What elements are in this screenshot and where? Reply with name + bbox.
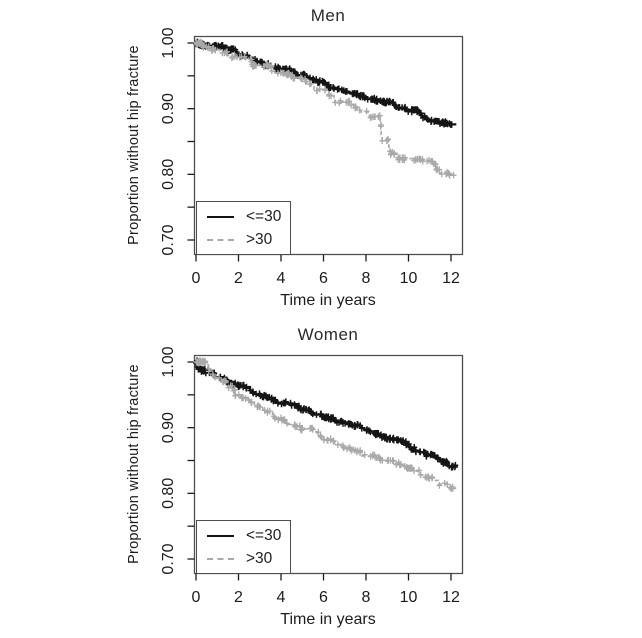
svg-text:2: 2: [234, 589, 243, 606]
y-axis-label-men: Proportion without hip fracture: [126, 45, 142, 245]
svg-text:1.00: 1.00: [160, 27, 177, 58]
legend-label-le30: <=30: [246, 207, 282, 225]
legend-entry-gt30: >30: [207, 550, 290, 568]
svg-text:6: 6: [319, 589, 328, 606]
legend-dashed-line-icon: [207, 238, 234, 241]
x-axis-label-men: Time in years: [280, 292, 376, 309]
men-survival-plot: 1.00 0.90 0.80 0.70 0 2 4 6 8 10 12: [160, 27, 464, 287]
svg-text:12: 12: [442, 270, 460, 287]
svg-text:0.90: 0.90: [160, 412, 177, 443]
svg-text:0: 0: [192, 270, 201, 287]
svg-text:0.70: 0.70: [160, 224, 177, 255]
legend-solid-line-icon: [207, 215, 234, 218]
panel-women: 1.00 0.90 0.80 0.70 0 2 4 6 8 10 12 Women Proporti…: [0, 319, 642, 638]
legend-women: <=30 >30: [196, 520, 291, 574]
legend-entry-le30: <=30: [207, 208, 290, 226]
svg-text:0.70: 0.70: [160, 543, 177, 574]
legend-entry-gt30: >30: [207, 231, 290, 249]
chart-title-women: Women: [297, 325, 359, 344]
svg-text:12: 12: [442, 589, 460, 606]
svg-text:0.80: 0.80: [160, 478, 177, 509]
legend-label-gt30: >30: [246, 549, 273, 567]
svg-text:0.80: 0.80: [160, 159, 177, 190]
x-axis-label-women: Time in years: [280, 611, 376, 628]
svg-text:1.00: 1.00: [160, 346, 177, 377]
legend-entry-le30: <=30: [207, 527, 290, 545]
svg-text:0: 0: [192, 589, 201, 606]
legend-label-gt30: >30: [246, 230, 273, 248]
svg-text:8: 8: [362, 270, 371, 287]
svg-text:6: 6: [319, 270, 328, 287]
women-survival-plot: 1.00 0.90 0.80 0.70 0 2 4 6 8 10 12: [160, 346, 464, 606]
legend-men: <=30 >30: [196, 201, 291, 255]
legend-dashed-line-icon: [207, 557, 234, 560]
svg-text:4: 4: [277, 589, 286, 606]
svg-text:2: 2: [234, 270, 243, 287]
svg-text:0.90: 0.90: [160, 93, 177, 124]
svg-text:10: 10: [400, 270, 418, 287]
svg-text:8: 8: [362, 589, 371, 606]
y-axis-label-women: Proportion without hip fracture: [126, 364, 142, 564]
panel-men: 1.00 0.90 0.80 0.70 0 2 4 6 8 10 12 Men Proportion…: [126, 6, 464, 309]
chart-title-men: Men: [310, 6, 346, 25]
legend-label-le30: <=30: [246, 526, 282, 544]
svg-text:4: 4: [277, 270, 286, 287]
legend-solid-line-icon: [207, 534, 234, 537]
svg-text:10: 10: [400, 589, 418, 606]
